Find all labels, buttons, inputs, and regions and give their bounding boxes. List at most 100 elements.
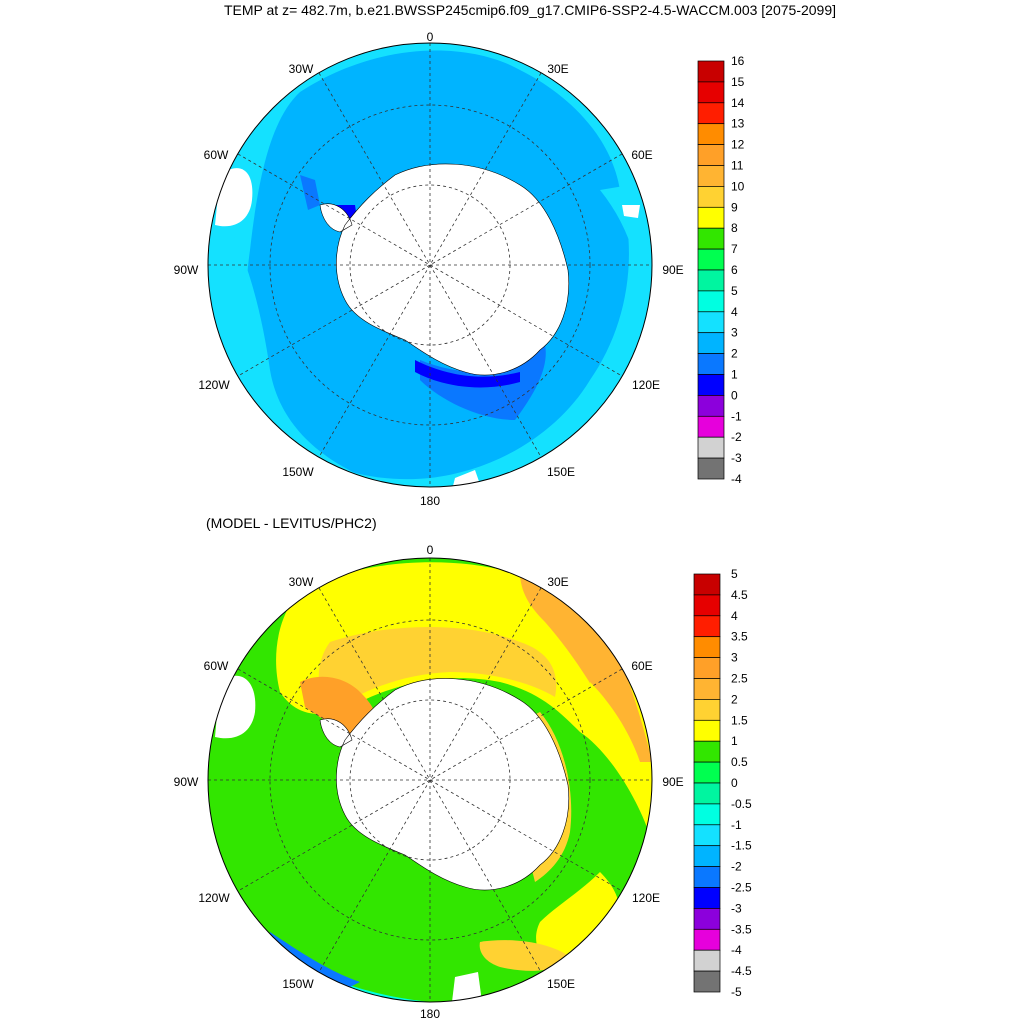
colorbar-swatch [697,81,725,104]
colorbar-label: -4 [731,943,742,957]
colorbar-swatch [697,415,725,438]
colorbar-swatch [697,227,725,250]
colorbar-swatch [693,573,721,596]
colorbar-label: 0.5 [731,755,748,769]
colorbar-swatch [697,332,725,354]
lon-label-60e: 60E [631,659,652,673]
colorbar-swatch [697,269,725,292]
colorbar-label: 8 [731,221,738,235]
colorbar-swatch [693,719,721,742]
lon-label-30e: 30E [547,575,568,589]
figure-title: TEMP at z= 482.7m, b.e21.BWSSP245cmip6.f… [223,2,837,18]
colorbar-label: 1 [731,368,738,382]
colorbar-swatch [693,803,721,826]
difference-longitude-labels: 0 30E 60E 90E 120E 150E 180 150W 120W 90… [174,543,684,1021]
colorbar-swatch [697,144,725,166]
colorbar-swatch [697,395,725,417]
colorbar-label: 13 [731,117,745,131]
lon-label-90e: 90E [662,263,683,277]
temperature-field [208,43,652,487]
colorbar-label: 2 [731,692,738,706]
colorbar-label: -2 [731,860,742,874]
colorbar-swatch [697,353,725,375]
temperature-panel: 0 30E 60E 90E 120E 150E 180 150W 120W 90… [174,30,745,508]
colorbar-swatch [697,206,725,229]
colorbar-swatch [697,123,725,145]
colorbar-swatch [693,908,721,930]
colorbar-label: 5 [731,284,738,298]
colorbar-swatch [693,866,721,888]
colorbar-label: 9 [731,200,738,214]
difference-map-outline [207,557,653,1003]
colorbar-label: 5 [731,567,738,581]
lon-label-150w: 150W [282,465,314,479]
colorbar-label: 0 [731,388,738,402]
lon-label-120e: 120E [632,378,660,392]
colorbar-label: -4.5 [731,964,752,978]
lon-label-150e: 150E [547,977,575,991]
difference-field [208,558,652,1002]
lon-label-150w: 150W [282,977,314,991]
temperature-map-svg: 0 30E 60E 90E 120E 150E 180 150W 120W 90… [174,30,745,508]
colorbar-swatch [693,928,721,951]
colorbar-swatch [697,60,725,83]
colorbar-label: 2.5 [731,672,748,686]
lon-label-90w: 90W [174,263,199,277]
difference-map-svg: 0 30E 60E 90E 120E 150E 180 150W 120W 90… [174,543,752,1021]
colorbar-label: -4 [731,472,742,486]
lon-label-150e: 150E [547,465,575,479]
colorbar-label: 2 [731,347,738,361]
colorbar-swatch [697,102,725,125]
colorbar-swatch [697,311,725,334]
colorbar-swatch [693,824,721,847]
colorbar-label: 12 [731,138,745,152]
lon-label-30w: 30W [289,575,314,589]
colorbar-label: -3 [731,451,742,465]
colorbar-swatch [693,782,721,805]
lon-label-0: 0 [427,543,434,557]
colorbar-label: 16 [731,54,745,68]
colorbar-label: 7 [731,242,738,256]
lon-label-180: 180 [420,1007,440,1021]
colorbar-swatch [693,761,721,784]
colorbar-swatch [693,678,721,700]
colorbar-swatch [693,615,721,638]
colorbar-swatch [693,949,721,972]
lon-label-120w: 120W [198,378,230,392]
colorbar-swatch [697,436,725,459]
colorbar-label: -1.5 [731,839,752,853]
lon-label-120e: 120E [632,891,660,905]
colorbar-label: 0 [731,776,738,790]
colorbar-label: -0.5 [731,797,752,811]
colorbar-swatch [693,740,721,763]
colorbar-swatch [697,457,725,480]
colorbar-label: 3.5 [731,630,748,644]
colorbar-swatch [693,594,721,617]
colorbar-label: -2 [731,430,742,444]
colorbar-label: -3 [731,901,742,915]
colorbar-label: 1 [731,734,738,748]
lon-label-180: 180 [420,494,440,508]
colorbar-swatch [693,657,721,679]
lon-label-90e: 90E [662,775,683,789]
lon-label-30e: 30E [547,62,568,76]
colorbar-swatch [697,248,725,271]
colorbar-swatch [697,290,725,313]
colorbar-label: -5 [731,985,742,999]
lon-label-0: 0 [427,30,434,44]
colorbar-swatch [693,845,721,867]
colorbar-label: 3 [731,326,738,340]
lon-label-60w: 60W [204,148,229,162]
difference-subtitle: (MODEL - LEVITUS/PHC2) [206,515,377,531]
colorbar-label: 14 [731,96,745,110]
colorbar-swatch [697,186,725,208]
colorbar-swatch [697,165,725,187]
colorbar-label: 10 [731,179,745,193]
colorbar-label: 6 [731,263,738,277]
difference-colorbar: 5 4.5 4 3.5 3 2.5 2 1.5 1 0.5 0 -0.5 -1 -1.5 -2 -2.5 -3 -… [693,567,752,999]
lon-label-90w: 90W [174,775,199,789]
colorbar-label: 3 [731,651,738,665]
colorbar-label: 4 [731,609,738,623]
temperature-longitude-labels: 0 30E 60E 90E 120E 150E 180 150W 120W 90… [174,30,684,508]
